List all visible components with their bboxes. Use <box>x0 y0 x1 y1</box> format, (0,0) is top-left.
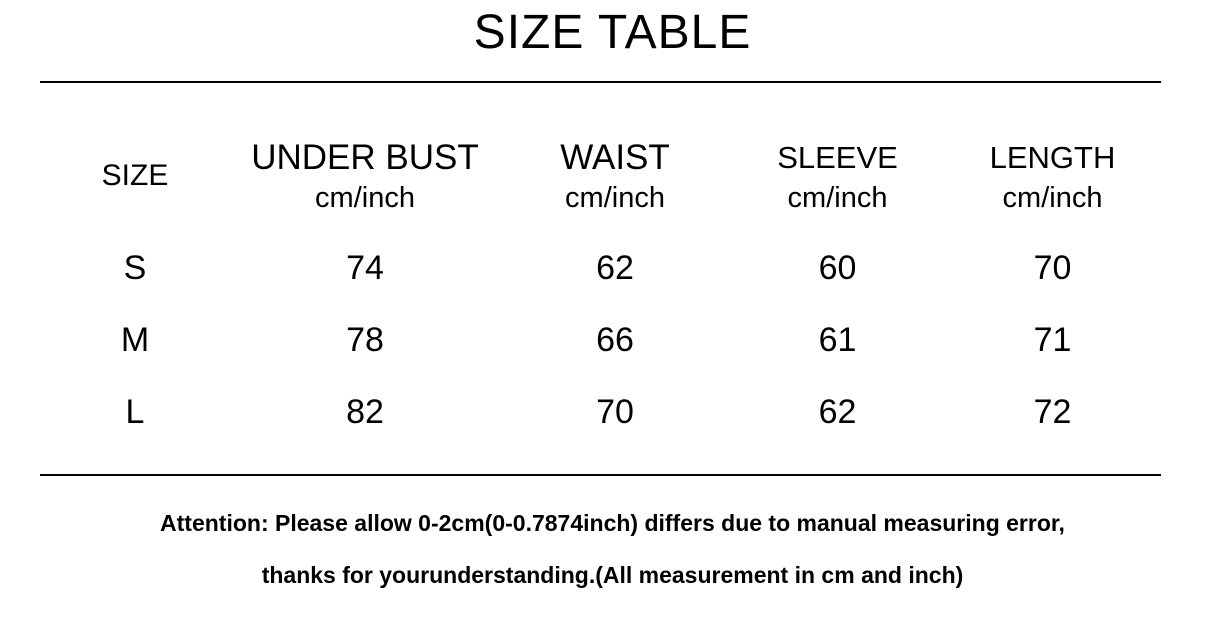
column-header-length: LENGTH cm/inch <box>945 120 1160 232</box>
column-unit: cm/inch <box>565 182 665 214</box>
column-label: LENGTH <box>989 140 1116 175</box>
attention-line-1: Attention: Please allow 0-2cm(0-0.7874in… <box>160 510 1065 536</box>
length-value: 71 <box>1033 320 1072 359</box>
waist-value: 70 <box>596 392 634 431</box>
column-header-under-bust: UNDER BUST cm/inch <box>230 120 500 232</box>
page-title: SIZE TABLE <box>473 6 752 59</box>
size-value: L <box>125 392 145 431</box>
waist-value: 66 <box>596 320 634 359</box>
length-value: 70 <box>1033 248 1072 287</box>
under-bust-value: 74 <box>346 248 384 287</box>
column-unit: cm/inch <box>315 182 415 214</box>
size-value: M <box>120 320 150 359</box>
attention-note: Attention: Please allow 0-2cm(0-0.7874in… <box>0 497 1225 601</box>
column-unit: cm/inch <box>1002 182 1103 214</box>
length-value: 72 <box>1033 392 1072 431</box>
column-header-waist: WAIST cm/inch <box>500 120 730 232</box>
under-bust-value: 82 <box>346 392 384 431</box>
column-label: SLEEVE <box>777 140 898 175</box>
bottom-divider-line <box>40 474 1161 476</box>
sleeve-value: 60 <box>818 248 857 287</box>
waist-value: 62 <box>596 248 634 287</box>
under-bust-value: 78 <box>346 320 384 359</box>
top-divider-line <box>40 81 1161 83</box>
size-table: SIZE UNDER BUST cm/inch WAIST cm/inch SL… <box>40 120 1160 448</box>
sleeve-value: 61 <box>818 320 857 359</box>
column-unit: cm/inch <box>787 182 888 214</box>
column-header-size: SIZE <box>40 120 230 232</box>
attention-line-2: thanks for yourunderstanding.(All measur… <box>261 562 964 588</box>
column-label: SIZE <box>101 159 169 192</box>
size-value: S <box>123 248 147 287</box>
column-label: UNDER BUST <box>251 138 479 177</box>
sleeve-value: 62 <box>818 392 857 431</box>
column-label: WAIST <box>560 138 670 177</box>
column-header-sleeve: SLEEVE cm/inch <box>730 120 945 232</box>
